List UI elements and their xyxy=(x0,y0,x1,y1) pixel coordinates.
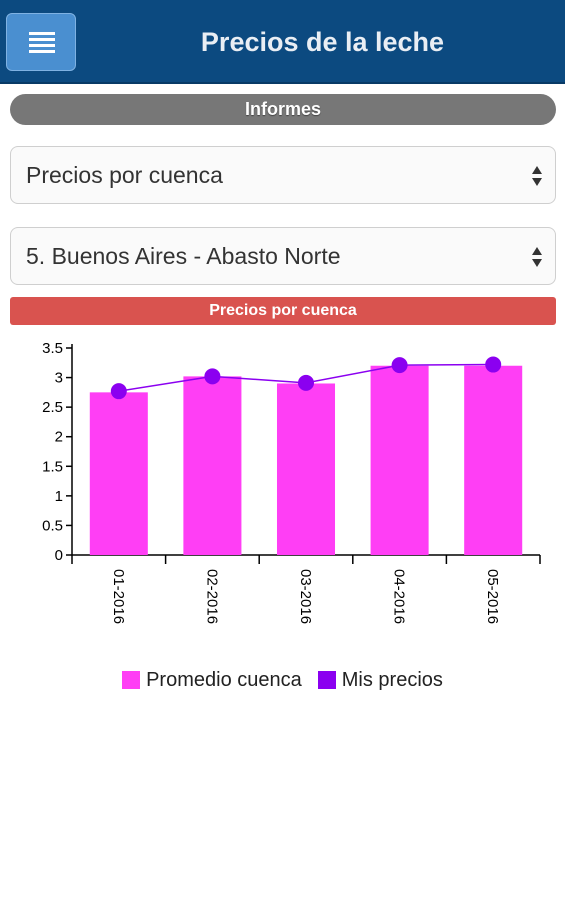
basin-select[interactable]: 5. Buenos Aires - Abasto Norte xyxy=(10,227,556,285)
legend-swatch-bar xyxy=(122,671,141,689)
menu-button[interactable] xyxy=(6,13,76,71)
y-tick-label: 0 xyxy=(55,547,63,564)
app-header: Precios de la leche xyxy=(0,0,565,84)
point-mis-precios[interactable] xyxy=(298,374,314,391)
x-tick-label: 03-2016 xyxy=(297,569,314,624)
point-mis-precios[interactable] xyxy=(110,383,127,400)
point-mis-precios[interactable] xyxy=(204,368,221,385)
y-tick-label: 0.5 xyxy=(42,517,63,534)
y-tick-label: 1.5 xyxy=(42,458,63,475)
report-type-select[interactable]: Precios por cuenca xyxy=(10,146,556,204)
chart-legend: Promedio cuenca Mis precios xyxy=(0,665,565,695)
point-mis-precios[interactable] xyxy=(391,357,408,374)
y-tick-label: 3.5 xyxy=(42,340,63,357)
legend-label-line: Mis precios xyxy=(341,668,443,691)
y-tick-label: 1 xyxy=(55,488,63,505)
price-chart: 0 0.5 1 1.5 2 2.5 3 3.5 01-2016 02-2016 03-2016 04-… xyxy=(42,340,541,624)
bar-promedio-cuenca[interactable] xyxy=(276,383,336,555)
section-divider-informes: Informes xyxy=(10,94,556,125)
point-mis-precios[interactable] xyxy=(485,356,502,373)
legend-swatch-line xyxy=(317,671,336,689)
page-title: Precios de la leche xyxy=(200,27,445,57)
legend-item-bar[interactable]: Promedio cuenca xyxy=(122,669,302,692)
y-tick-label: 3 xyxy=(55,370,63,387)
legend-item-line[interactable]: Mis precios xyxy=(317,668,443,692)
chart-title: Precios por cuenca xyxy=(10,297,556,325)
hamburger-menu-icon xyxy=(29,32,55,53)
bar-promedio-cuenca[interactable] xyxy=(183,376,242,555)
report-type-select-value: Precios por cuenca xyxy=(26,162,223,188)
x-tick-label: 04-2016 xyxy=(391,569,408,624)
bar-promedio-cuenca[interactable] xyxy=(464,365,523,555)
select-arrows-icon xyxy=(532,166,542,186)
basin-select-value: 5. Buenos Aires - Abasto Norte xyxy=(26,243,341,269)
select-arrows-icon xyxy=(532,247,542,267)
x-tick-label: 01-2016 xyxy=(110,569,127,624)
x-tick-label: 02-2016 xyxy=(203,569,220,624)
bar-promedio-cuenca[interactable] xyxy=(89,392,148,555)
x-tick-label: 05-2016 xyxy=(484,569,501,624)
y-tick-label: 2 xyxy=(55,429,63,446)
y-tick-label: 2.5 xyxy=(42,399,63,416)
legend-label-bar: Promedio cuenca xyxy=(146,668,302,691)
bar-promedio-cuenca[interactable] xyxy=(370,365,429,555)
